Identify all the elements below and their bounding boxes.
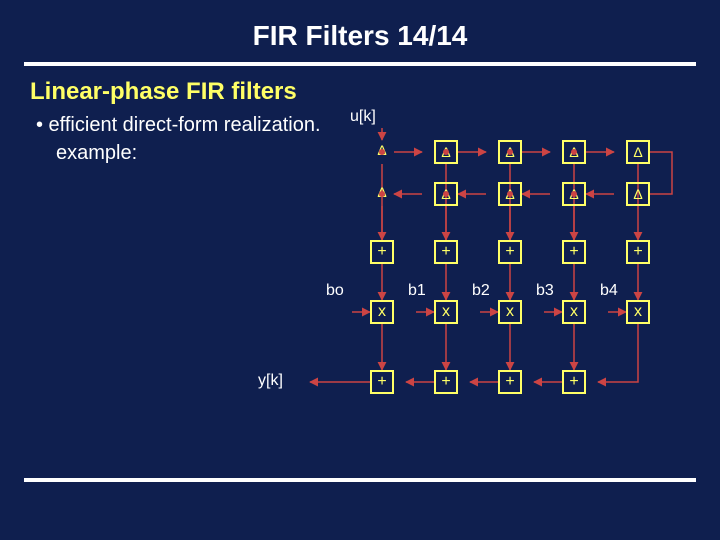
coef-label: b4 — [600, 282, 618, 300]
mult-node: x — [626, 300, 650, 324]
junction-dot — [379, 149, 385, 155]
adder-node: + — [370, 370, 394, 394]
input-label: u[k] — [350, 108, 376, 126]
adder-node: + — [370, 240, 394, 264]
junction-dot — [507, 191, 513, 197]
coef-label: b2 — [472, 282, 490, 300]
mult-node: x — [498, 300, 522, 324]
junction-dot — [571, 149, 577, 155]
bullet-text: • efficient direct-form realization. — [36, 114, 321, 137]
page-title: FIR Filters 14/14 — [0, 20, 720, 52]
rule-top — [24, 62, 696, 66]
section-heading: Linear-phase FIR filters — [30, 78, 297, 106]
adder-node: + — [498, 240, 522, 264]
coef-label: b3 — [536, 282, 554, 300]
example-text: example: — [56, 142, 137, 165]
adder-node: + — [498, 370, 522, 394]
mult-node: x — [562, 300, 586, 324]
junction-dot — [443, 149, 449, 155]
junction-dot — [443, 191, 449, 197]
mult-node: x — [434, 300, 458, 324]
mult-node: x — [370, 300, 394, 324]
adder-node: + — [626, 240, 650, 264]
adder-node: + — [562, 240, 586, 264]
adder-node: + — [434, 370, 458, 394]
junction-dot — [507, 149, 513, 155]
output-label: y[k] — [258, 372, 283, 390]
coef-label: b1 — [408, 282, 426, 300]
coef-label: bo — [326, 282, 344, 300]
junction-dot — [379, 191, 385, 197]
junction-dot — [571, 191, 577, 197]
adder-node: + — [562, 370, 586, 394]
adder-node: + — [434, 240, 458, 264]
delay-node: Δ — [626, 140, 650, 164]
delay-node: Δ — [626, 182, 650, 206]
rule-bottom — [24, 478, 696, 482]
